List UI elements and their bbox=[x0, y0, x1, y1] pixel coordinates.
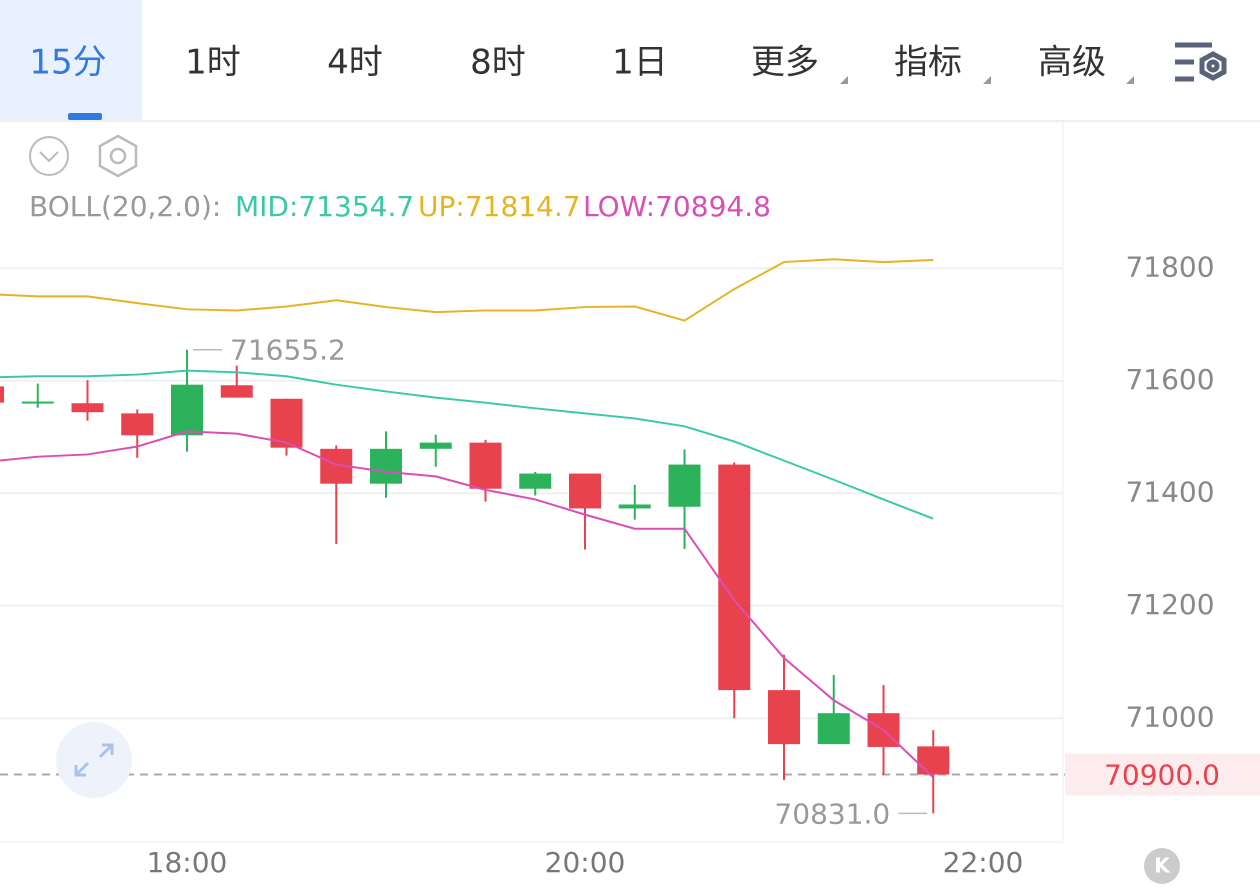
candle-body bbox=[270, 398, 303, 448]
x-tick-label: 18:00 bbox=[147, 846, 228, 879]
candle-body bbox=[768, 690, 800, 745]
candle-body bbox=[0, 386, 4, 403]
indicator-name: BOLL(20,2.0): bbox=[29, 190, 221, 223]
corner-button-label: K bbox=[1154, 854, 1171, 878]
legend-entry: LOW:70894.8 bbox=[583, 190, 771, 223]
candle-body bbox=[817, 713, 850, 745]
tab[interactable]: 4时 bbox=[327, 43, 383, 83]
candle-body bbox=[121, 413, 154, 436]
candle-body bbox=[917, 746, 950, 775]
indicator-line bbox=[0, 258, 934, 322]
last-price-label: 70900.0 bbox=[1104, 759, 1220, 792]
chart-settings-icon[interactable] bbox=[98, 134, 138, 178]
candle-body bbox=[370, 448, 402, 484]
last-price-bg bbox=[1065, 753, 1260, 796]
candle-body bbox=[618, 504, 651, 509]
y-tick-label: 71400 bbox=[1125, 475, 1214, 508]
tab-bar: 15分 1时 4时 8时 1日 更多 指标 高级 bbox=[29, 43, 1106, 83]
candle-body bbox=[71, 403, 104, 413]
tab[interactable]: 15分 bbox=[29, 43, 106, 83]
dropdown-triangle bbox=[840, 76, 848, 84]
tab[interactable]: 指标 bbox=[894, 43, 962, 83]
candle-body bbox=[519, 473, 552, 489]
candle-body bbox=[21, 401, 54, 404]
y-tick-label: 71200 bbox=[1125, 588, 1214, 621]
legend-entry: MID:71354.7 bbox=[235, 190, 414, 223]
dropdown-triangle bbox=[983, 76, 991, 84]
y-tick-label: 71000 bbox=[1125, 700, 1214, 733]
active-tab-indicator bbox=[68, 113, 102, 120]
y-tick-label: 71600 bbox=[1125, 363, 1214, 396]
max-label: 71655.2 bbox=[230, 334, 346, 367]
min-label: 70831.0 bbox=[774, 797, 890, 830]
tab[interactable]: 8时 bbox=[470, 43, 526, 83]
tab[interactable]: 高级 bbox=[1038, 43, 1106, 83]
dropdown-triangle bbox=[1126, 76, 1134, 84]
x-tick-label: 20:00 bbox=[545, 846, 626, 879]
legend-entry: UP:71814.7 bbox=[418, 190, 581, 223]
settings-icon[interactable] bbox=[1175, 42, 1227, 82]
candle-body bbox=[220, 385, 253, 398]
tab[interactable]: 1日 bbox=[612, 43, 668, 83]
active-tab-bg bbox=[0, 0, 142, 120]
plot: 71000 71200 71400 71600 71800 18:00 20:00 22:00… bbox=[0, 190, 1260, 879]
candle-body bbox=[171, 384, 203, 436]
x-tick-label: 22:00 bbox=[943, 846, 1024, 879]
candle-body bbox=[469, 442, 502, 489]
corner-button[interactable] bbox=[1144, 848, 1180, 884]
indicator-line bbox=[0, 369, 934, 520]
candle-body bbox=[718, 464, 751, 691]
y-tick-label: 71800 bbox=[1125, 250, 1214, 283]
candle-body bbox=[569, 473, 601, 509]
tab[interactable]: 更多 bbox=[751, 43, 819, 83]
candle-body bbox=[668, 464, 701, 507]
candle-body bbox=[419, 442, 452, 449]
tab[interactable]: 1时 bbox=[185, 43, 241, 83]
indicator-line bbox=[0, 430, 934, 779]
collapse-icon[interactable] bbox=[29, 136, 69, 176]
expand-button[interactable] bbox=[56, 722, 132, 798]
